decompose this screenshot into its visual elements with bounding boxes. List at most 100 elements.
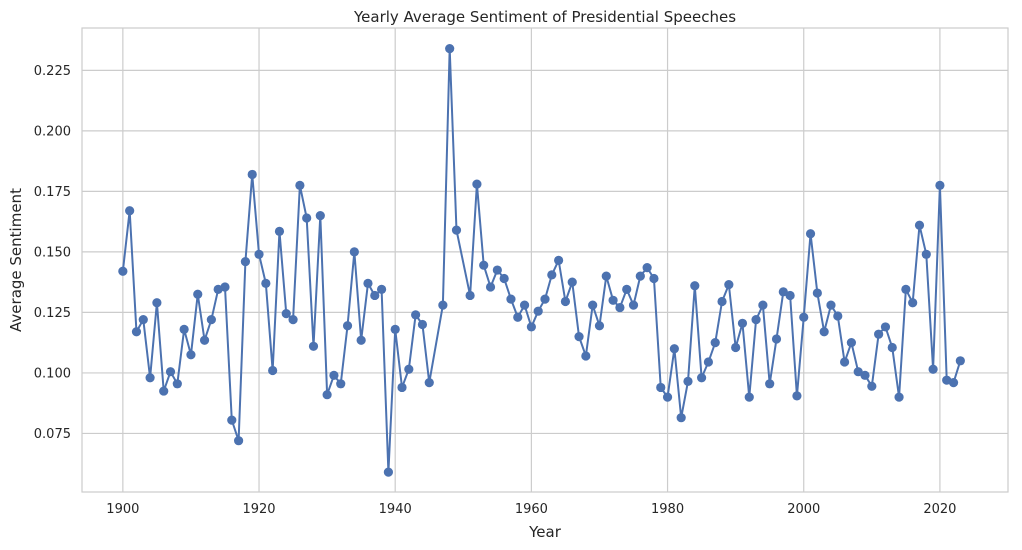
data-point [227,415,237,425]
data-point [662,392,673,402]
y-tick-label: 0.175 [34,185,71,200]
data-point [138,315,148,325]
data-series [118,43,965,477]
data-point [554,255,564,265]
x-tick-label: 2020 [923,502,956,517]
data-point [744,392,754,402]
y-tick-label: 0.200 [34,124,71,139]
data-point [125,206,135,216]
data-point [404,364,414,374]
data-point [199,335,210,345]
data-point [928,364,938,374]
data-point [792,391,802,401]
data-point [526,322,536,332]
data-point [336,379,346,389]
data-point [479,260,489,270]
y-tick-label: 0.125 [34,306,71,321]
data-point [683,376,693,386]
data-point [540,294,550,304]
data-point [615,302,625,313]
x-tick-label: 1900 [106,502,139,517]
data-point [308,341,319,351]
data-point [424,378,434,388]
data-point [274,226,285,236]
data-point [159,386,169,396]
x-tick-label: 1960 [515,502,548,517]
data-point [921,249,931,259]
data-point [703,357,714,367]
data-point [628,300,639,310]
data-point [588,300,598,310]
data-point [261,278,271,288]
data-point [322,390,332,400]
data-point [145,373,155,383]
data-point [812,288,822,298]
data-point [833,311,843,321]
data-point [874,329,884,339]
data-point [438,300,448,310]
x-tick-label: 1920 [242,502,275,517]
data-point [710,338,720,348]
data-point [731,342,741,353]
data-point [513,312,523,322]
data-point [465,290,475,301]
data-point [492,265,502,275]
data-point [649,273,659,284]
y-axis-title: Average Sentiment [7,188,25,332]
data-point [894,392,904,402]
data-point [445,43,455,54]
data-point [724,279,734,290]
data-point [206,315,216,325]
data-point [601,271,611,281]
data-point [172,379,182,389]
data-point [758,300,768,310]
data-point [771,334,782,344]
data-point [186,350,196,360]
data-point [901,284,911,295]
data-point [485,282,496,292]
data-point [567,277,577,287]
data-point [765,379,775,389]
data-point [547,270,557,280]
x-tick-label: 1940 [379,502,412,517]
data-point [397,382,407,393]
data-point [234,436,244,446]
plot-border [81,27,1009,493]
data-point [737,318,748,328]
data-point [451,225,462,235]
data-point [581,351,591,361]
data-point [717,296,727,307]
data-point [826,300,836,310]
data-point [887,342,897,353]
data-point [342,321,353,331]
gridlines [82,28,1008,492]
data-point [676,413,686,423]
data-point [247,169,257,180]
data-point [363,278,373,288]
data-point [839,357,850,367]
data-point [179,324,189,334]
x-tick-label: 2000 [787,502,820,517]
data-point [268,365,278,376]
data-point [295,180,305,190]
data-point [785,290,795,301]
data-point [908,298,918,308]
chart-title: Yearly Average Sentiment of Presidential… [353,8,736,26]
data-point [914,220,925,230]
y-tick-label: 0.225 [34,64,71,79]
data-point [240,256,251,267]
data-point [302,213,312,223]
data-point [165,367,176,377]
data-point [594,321,605,331]
data-point [948,378,959,388]
series-line [121,47,962,474]
data-point [860,370,870,380]
data-point [880,322,891,332]
y-tick-label: 0.150 [34,245,71,260]
data-point [805,229,816,239]
data-point [349,247,359,257]
data-point [506,294,516,304]
data-point [472,179,482,189]
tick-labels: 1900 1920 1940 1960 1980 2000 2020 0.075 0.100 0.… [34,64,957,517]
data-point [697,373,707,383]
